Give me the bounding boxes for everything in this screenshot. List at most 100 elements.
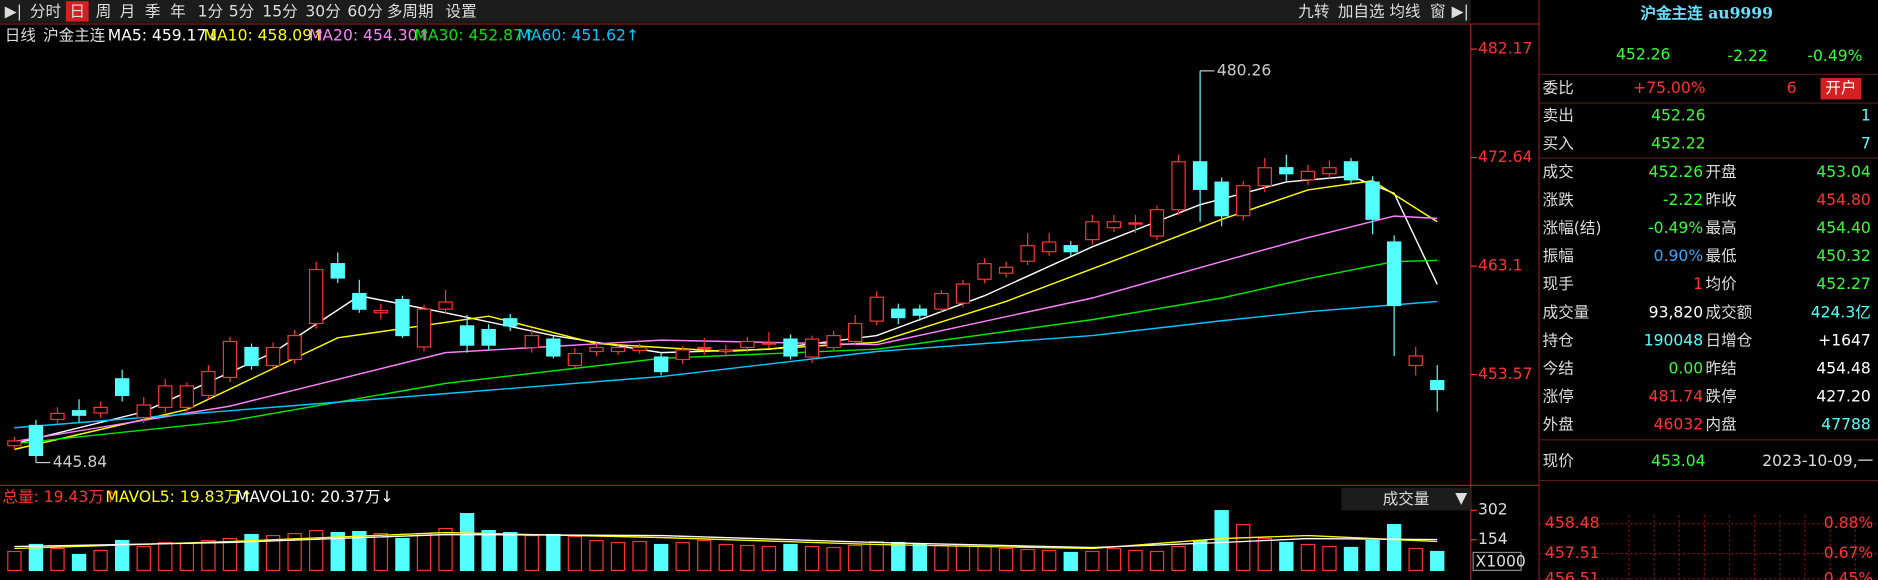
row-label: 持仓 bbox=[1543, 331, 1575, 349]
candle-body bbox=[158, 385, 173, 408]
candle-body bbox=[1236, 185, 1251, 217]
row-value: 452.26 bbox=[1651, 107, 1705, 125]
toolbar-icon[interactable]: ▶| bbox=[1452, 2, 1469, 20]
toolbar-tab[interactable]: 5分 bbox=[229, 2, 254, 20]
ma-legend: MA30: 452.87↑ bbox=[414, 26, 536, 44]
y-tick-label: 463.1 bbox=[1478, 257, 1523, 275]
toolbar-button[interactable]: 均线 bbox=[1389, 2, 1420, 20]
row-label: 现手 bbox=[1543, 275, 1574, 293]
candle-body bbox=[632, 346, 647, 351]
row-label: 成交 bbox=[1543, 163, 1574, 181]
open-account-button[interactable]: 开户 bbox=[1825, 79, 1856, 97]
volume-bar bbox=[912, 543, 928, 572]
price-change: -2.22 bbox=[1728, 47, 1768, 65]
volume-bar bbox=[697, 539, 712, 572]
toolbar-tab[interactable]: 年 bbox=[170, 2, 186, 20]
candle-body bbox=[567, 352, 583, 367]
volume-bar bbox=[1300, 543, 1316, 572]
toolbar-tab[interactable]: 15分 bbox=[262, 2, 297, 20]
volume-bar bbox=[1192, 539, 1208, 572]
candle-body bbox=[28, 424, 44, 456]
toolbar-tab[interactable]: 30分 bbox=[305, 2, 340, 20]
volume-bar bbox=[287, 532, 302, 572]
price-change-pct: -0.49% bbox=[1807, 47, 1862, 65]
volume-bar bbox=[1128, 549, 1143, 572]
indicator-selector[interactable]: 成交量 bbox=[1383, 490, 1430, 508]
candle-body bbox=[352, 292, 367, 310]
toolbar-tab[interactable]: 1分 bbox=[198, 2, 223, 20]
ma-line bbox=[14, 300, 1438, 429]
active-tab-bg[interactable] bbox=[65, 1, 89, 22]
toolbar-tab[interactable]: 周 bbox=[96, 2, 112, 20]
dropdown-arrow[interactable]: ▼ bbox=[1455, 489, 1467, 507]
volume-bar bbox=[71, 553, 87, 572]
mini-price-label: 458.48 bbox=[1545, 514, 1599, 532]
volume-bar bbox=[998, 547, 1014, 572]
candle-body bbox=[1106, 221, 1122, 229]
candle-body bbox=[653, 356, 669, 373]
volume-unit: X1000 bbox=[1476, 553, 1526, 571]
toolbar-tab[interactable]: 月 bbox=[120, 2, 136, 20]
row-value: 424.3亿 bbox=[1811, 303, 1871, 321]
selector-bg[interactable] bbox=[1341, 487, 1471, 511]
toolbar-button[interactable]: 加自选 bbox=[1338, 2, 1385, 20]
candle-body bbox=[1279, 167, 1294, 175]
candle-body bbox=[114, 378, 130, 397]
row-label: 涨停 bbox=[1543, 387, 1574, 405]
row-value: 1 bbox=[1693, 275, 1703, 293]
candle-body bbox=[1300, 170, 1316, 181]
candle-body bbox=[136, 404, 151, 419]
y-tick-label: 482.17 bbox=[1478, 40, 1532, 58]
toolbar-button[interactable]: 九转 bbox=[1298, 2, 1329, 20]
volume-bar bbox=[847, 544, 863, 572]
candle-body bbox=[1042, 241, 1057, 253]
volume-bar bbox=[459, 513, 475, 572]
candle-body bbox=[373, 309, 389, 314]
toolbar-icon[interactable]: ▶| bbox=[5, 2, 22, 20]
candle-body bbox=[1149, 209, 1165, 237]
volume-bar bbox=[330, 531, 345, 572]
ma-line bbox=[14, 215, 1438, 443]
volume-bar bbox=[869, 540, 884, 572]
row-value: 0.00 bbox=[1668, 359, 1703, 377]
volume-bar bbox=[1020, 548, 1035, 572]
open-account-bg[interactable] bbox=[1820, 77, 1862, 100]
toolbar-tab[interactable]: 分时 bbox=[30, 2, 61, 20]
toolbar-tab[interactable]: 设置 bbox=[446, 2, 477, 20]
row-label: 外盘 bbox=[1543, 414, 1574, 433]
row-value: 453.04 bbox=[1816, 163, 1871, 181]
y-tick-label: 453.57 bbox=[1478, 365, 1532, 383]
mavol-line bbox=[14, 531, 1438, 550]
row-value: 6 bbox=[1787, 79, 1797, 97]
toolbar-tab[interactable]: 季 bbox=[145, 2, 161, 20]
volume-bar bbox=[244, 533, 259, 572]
row-value: 0.90% bbox=[1654, 247, 1703, 265]
candle-body bbox=[1322, 167, 1337, 175]
candle-body bbox=[503, 318, 518, 327]
volume-bar bbox=[1430, 550, 1445, 572]
toolbar-tab[interactable]: 日 bbox=[69, 2, 85, 20]
toolbar-button[interactable]: 窗 bbox=[1430, 2, 1446, 20]
volume-legend: 总量: 19.43万↑ bbox=[2, 488, 116, 506]
candle-body bbox=[416, 308, 432, 348]
volume-bar bbox=[373, 532, 389, 572]
row-value: -2.22 bbox=[1663, 191, 1703, 209]
volume-bar bbox=[783, 543, 798, 572]
row-value: 453.04 bbox=[1651, 452, 1706, 470]
row-label: 最低 bbox=[1706, 247, 1738, 265]
row-label: 卖出 bbox=[1543, 107, 1574, 125]
volume-bar bbox=[1236, 523, 1251, 572]
instrument-name: 沪金主连 bbox=[43, 26, 106, 44]
volume-bar bbox=[761, 545, 777, 572]
toolbar-tab[interactable]: 多周期 bbox=[387, 2, 434, 20]
row-label: 涨跌 bbox=[1543, 191, 1575, 209]
toolbar-tab[interactable]: 60分 bbox=[347, 2, 382, 20]
candle-body bbox=[93, 406, 108, 414]
candle-body bbox=[1128, 222, 1143, 225]
candle-body bbox=[1192, 161, 1208, 190]
candle-body bbox=[481, 328, 496, 346]
volume-bar bbox=[653, 543, 669, 572]
candle-body bbox=[610, 346, 626, 353]
volume-bar bbox=[395, 537, 410, 572]
